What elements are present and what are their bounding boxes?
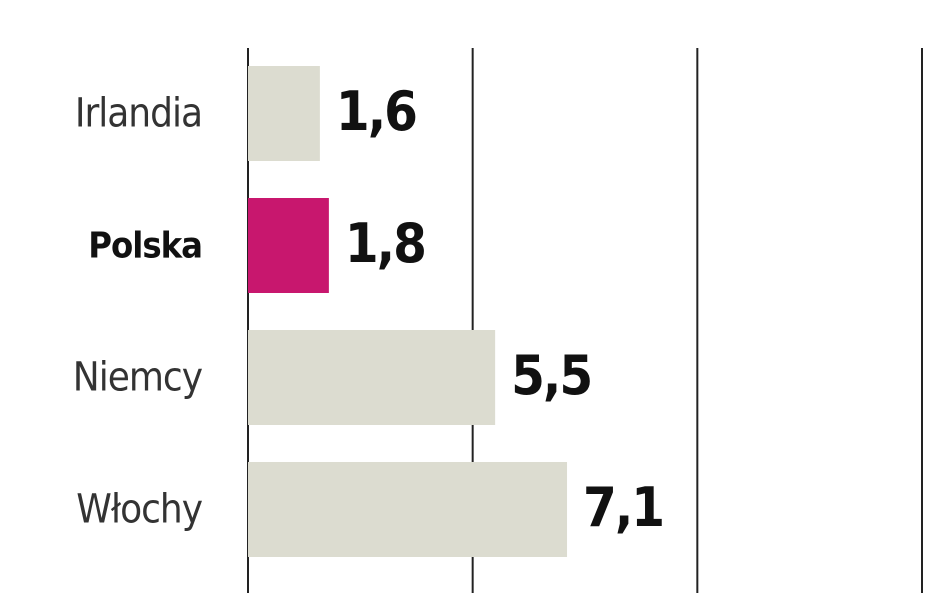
value-label: 5,5 bbox=[511, 344, 591, 407]
bar bbox=[248, 462, 568, 557]
category-label: Polska bbox=[88, 226, 202, 267]
category-label: Niemcy bbox=[73, 355, 203, 401]
value-label: 1,8 bbox=[345, 212, 425, 275]
bar bbox=[248, 66, 320, 161]
category-label: Włochy bbox=[76, 487, 202, 533]
value-label: 1,6 bbox=[336, 80, 416, 143]
bar bbox=[248, 330, 496, 425]
category-label: Irlandia bbox=[75, 91, 202, 137]
bar bbox=[248, 198, 329, 293]
value-label: 7,1 bbox=[583, 476, 663, 539]
